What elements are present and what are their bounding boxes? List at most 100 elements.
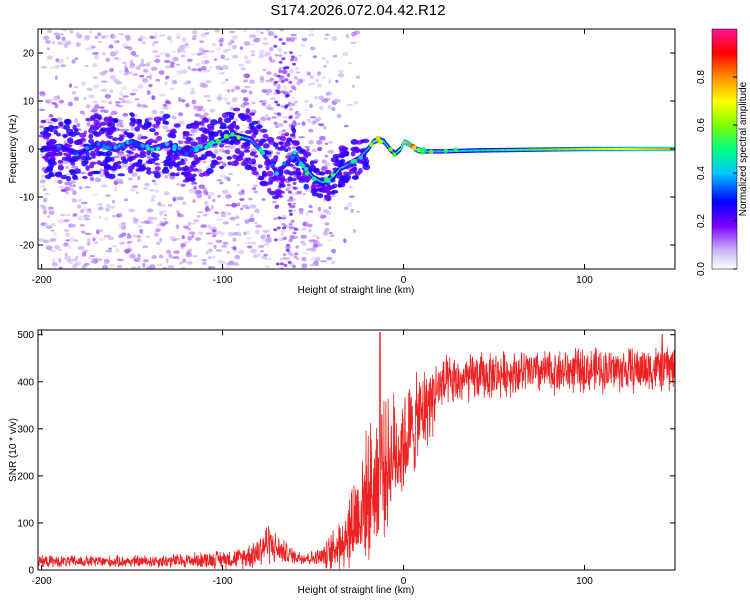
noise-blob xyxy=(46,55,53,60)
ridge-core xyxy=(283,164,286,167)
noise-blob xyxy=(272,200,278,204)
noise-blob xyxy=(105,93,109,96)
core-blob xyxy=(161,168,170,174)
core-blob xyxy=(117,173,126,177)
noise-blob xyxy=(98,216,102,219)
ridge-core xyxy=(169,144,172,146)
ridge-core xyxy=(158,145,161,148)
core-blob xyxy=(251,171,259,176)
noise-blob xyxy=(171,238,178,242)
column-blob xyxy=(289,212,293,216)
noise-blob xyxy=(261,255,268,260)
noise-blob xyxy=(280,229,286,233)
ridge-core xyxy=(626,148,629,150)
ridge-core xyxy=(652,148,655,150)
noise-blob xyxy=(109,112,113,117)
noise-blob xyxy=(330,248,337,254)
y-tick-label: 400 xyxy=(17,377,34,388)
noise-blob xyxy=(269,47,274,52)
noise-blob xyxy=(109,89,114,93)
ridge-core xyxy=(639,148,642,150)
noise-blob xyxy=(137,175,141,181)
ridge-core xyxy=(43,147,46,150)
noise-blob xyxy=(127,177,133,181)
ridge-core xyxy=(489,149,491,152)
noise-blob xyxy=(243,73,251,79)
ridge-core xyxy=(448,150,451,153)
ridge-core xyxy=(588,148,591,150)
ridge-core xyxy=(267,159,269,162)
ridge-core xyxy=(251,139,253,142)
noise-blob xyxy=(87,257,94,260)
ridge-core xyxy=(241,136,243,139)
noise-blob xyxy=(81,264,87,269)
ridge-core xyxy=(669,148,671,150)
column-blob xyxy=(281,42,286,45)
noise-blob xyxy=(149,74,153,76)
noise-blob xyxy=(211,231,215,235)
noise-blob xyxy=(204,69,211,73)
noise-blob xyxy=(64,173,70,176)
noise-blob xyxy=(255,224,262,228)
ridge-core xyxy=(599,148,602,150)
noise-blob xyxy=(83,36,91,41)
ridge-core xyxy=(578,148,580,151)
noise-blob xyxy=(72,184,76,188)
column-blob xyxy=(273,238,278,242)
ridge-core xyxy=(317,179,319,182)
noise-blob xyxy=(203,95,211,98)
noise-blob xyxy=(336,113,342,118)
ridge-core xyxy=(558,148,560,151)
noise-blob xyxy=(251,101,256,104)
noise-blob xyxy=(158,222,162,227)
noise-blob xyxy=(221,65,229,70)
ridge-core xyxy=(78,152,80,155)
noise-blob xyxy=(145,235,150,238)
column-blob xyxy=(278,60,283,64)
noise-blob xyxy=(127,244,132,250)
core-blob xyxy=(255,139,260,143)
noise-blob xyxy=(245,230,251,235)
ridge-core xyxy=(199,147,201,150)
column-blob xyxy=(289,196,293,200)
core-blob xyxy=(286,137,292,142)
noise-blob xyxy=(60,214,66,217)
noise-blob xyxy=(196,211,204,214)
noise-blob xyxy=(194,113,201,117)
noise-blob xyxy=(159,237,163,243)
ridge-core xyxy=(511,149,514,151)
core-blob xyxy=(324,170,330,175)
ridge-core xyxy=(497,149,500,152)
ridge-core xyxy=(603,148,605,150)
core-blob xyxy=(213,132,218,136)
noise-blob xyxy=(330,234,335,238)
noise-blob xyxy=(212,198,216,203)
core-blob xyxy=(85,165,90,171)
noise-blob xyxy=(271,116,277,119)
noise-blob xyxy=(211,42,216,47)
core-blob xyxy=(236,150,245,155)
ridge-core xyxy=(154,146,156,149)
noise-blob xyxy=(258,49,266,55)
noise-blob xyxy=(232,231,239,236)
noise-blob xyxy=(148,84,153,88)
noise-blob xyxy=(143,187,148,190)
noise-blob xyxy=(44,99,51,104)
noise-blob xyxy=(71,264,78,269)
noise-blob xyxy=(65,214,71,216)
noise-blob xyxy=(43,197,48,203)
noise-blob xyxy=(168,236,176,239)
noise-blob xyxy=(261,89,268,93)
noise-blob xyxy=(302,222,307,227)
noise-blob xyxy=(316,71,322,76)
ridge-core xyxy=(309,173,312,176)
column-blob xyxy=(275,89,280,93)
core-blob xyxy=(99,121,107,126)
noise-blob xyxy=(318,212,324,218)
noise-blob xyxy=(183,46,190,49)
noise-blob xyxy=(139,74,145,78)
ridge-core xyxy=(650,148,653,150)
noise-blob xyxy=(309,258,314,262)
noise-blob xyxy=(235,130,238,133)
ridge-core xyxy=(465,149,467,152)
